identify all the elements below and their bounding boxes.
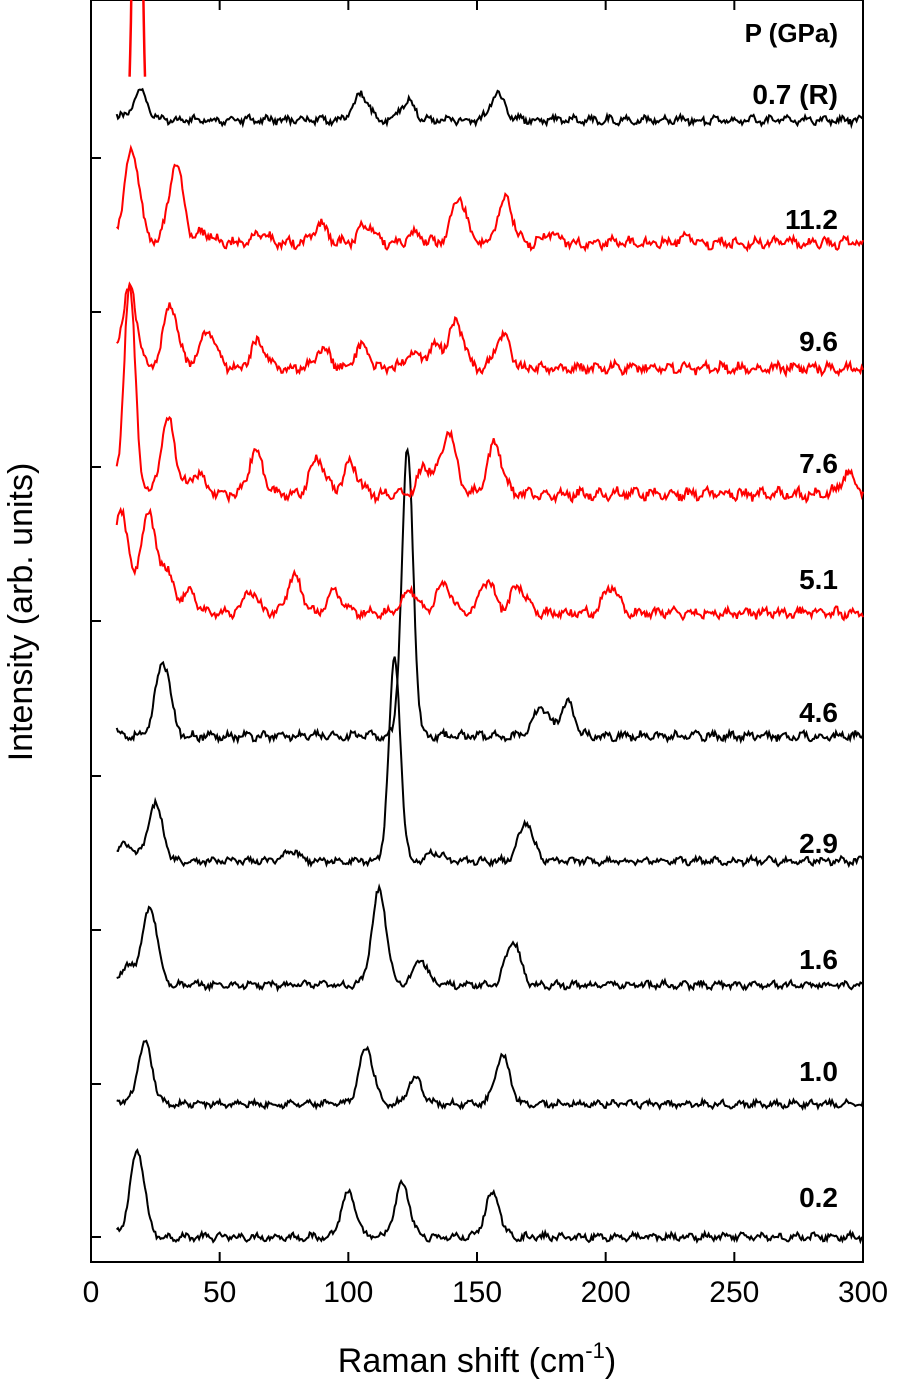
trace-label: 0.7 (R) — [752, 79, 838, 110]
trace-label: 0.2 — [799, 1182, 838, 1213]
x-tick-label: 200 — [581, 1276, 631, 1309]
trace-label: 11.2 — [785, 204, 838, 235]
x-axis-title-superscript: -1 — [585, 1338, 605, 1363]
spectrum-line-11-2 — [116, 144, 864, 253]
y-axis-ticks — [91, 157, 101, 1238]
spectrum-line-0-2 — [115, 1148, 864, 1245]
trace-label: 1.6 — [799, 944, 838, 975]
x-axis-ticks: 0 50 100 150 200 250 300 — [83, 0, 888, 1309]
trace-label: 2.9 — [799, 828, 838, 859]
x-tick-label: 300 — [838, 1276, 888, 1309]
trace-label: 1.0 — [799, 1056, 838, 1087]
spectrum-line-9-6 — [116, 281, 864, 379]
spectrum-line-1-0 — [116, 1039, 864, 1111]
spectra-traces — [115, 0, 864, 1245]
trace-labels: 0.2 1.0 1.6 2.9 4.6 5.1 7.6 9.6 11.2 0.7 (R) — [752, 79, 838, 1213]
spectrum-line-0-7-R- — [115, 87, 864, 130]
spectrum-line-1-6 — [116, 883, 864, 993]
x-axis-title-suffix: ) — [605, 1342, 616, 1380]
x-tick-label: 0 — [83, 1276, 100, 1309]
x-tick-label: 100 — [323, 1276, 373, 1309]
x-tick-label: 150 — [452, 1276, 502, 1309]
legend-title: P (GPa) — [745, 18, 838, 48]
y-axis-title: Intensity (arb. units) — [2, 463, 40, 762]
spectrum-line-overlay-peak — [128, 0, 147, 77]
trace-label: 7.6 — [799, 448, 838, 479]
trace-label: 9.6 — [799, 326, 838, 357]
spectrum-line-2-9 — [116, 656, 864, 869]
x-tick-label: 250 — [709, 1276, 759, 1309]
plot-frame — [90, 0, 864, 1263]
x-tick-label: 50 — [203, 1276, 236, 1309]
trace-label: 4.6 — [799, 697, 838, 728]
spectrum-line-5-1 — [115, 506, 864, 622]
x-axis-title-main: Raman shift (cm — [338, 1342, 586, 1380]
x-axis-title: Raman shift (cm-1) — [338, 1338, 616, 1380]
spectrum-line-4-6 — [115, 446, 864, 745]
spectrum-line-7-6 — [115, 283, 864, 505]
trace-label: 5.1 — [799, 564, 838, 595]
